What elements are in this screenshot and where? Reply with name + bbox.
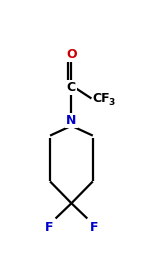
Text: C: C <box>67 81 76 94</box>
Text: 3: 3 <box>108 98 114 107</box>
Text: CF: CF <box>93 92 110 105</box>
Text: F: F <box>44 221 53 234</box>
Text: O: O <box>66 48 77 61</box>
Text: F: F <box>90 221 98 234</box>
Text: N: N <box>66 114 77 127</box>
